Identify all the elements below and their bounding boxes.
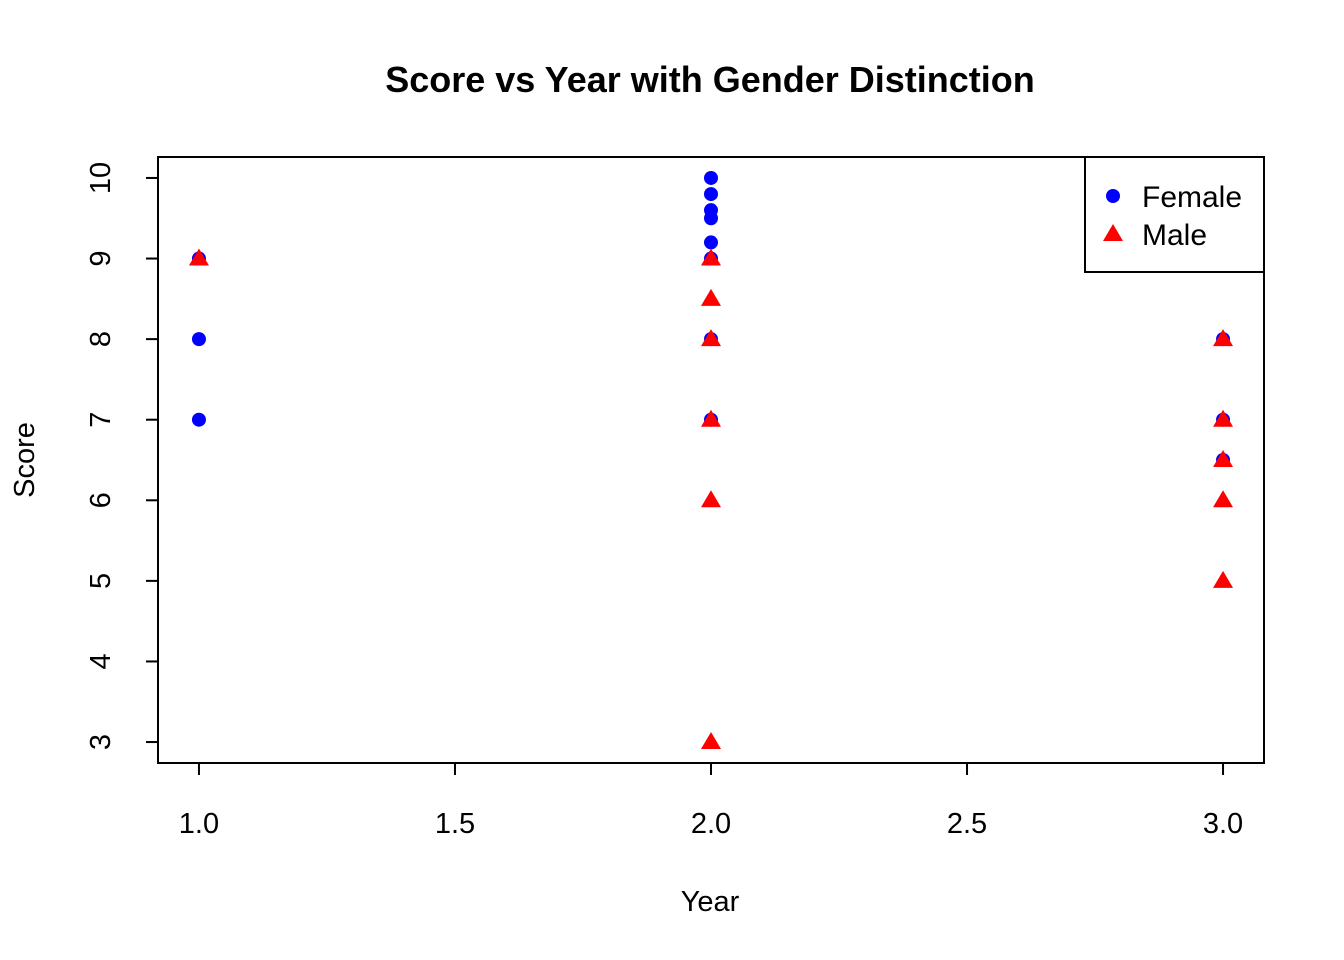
- y-tick-label: 9: [85, 250, 117, 266]
- x-tick-label: 1.0: [179, 808, 219, 840]
- legend-male-label: Male: [1142, 219, 1207, 252]
- female-point: [704, 235, 718, 250]
- y-tick-label: 10: [85, 162, 117, 194]
- y-tick-label: 7: [85, 412, 117, 428]
- male-point: [188, 248, 209, 266]
- y-tick-label: 5: [85, 573, 117, 589]
- x-axis: 1.0 1.5 2.0 2.5 3.0: [179, 762, 1243, 840]
- data-points: [188, 170, 1234, 750]
- y-tick-label: 4: [85, 653, 117, 669]
- male-point: [1213, 409, 1234, 427]
- male-point: [701, 490, 721, 508]
- y-tick-label: 8: [85, 331, 117, 347]
- male-point: [701, 409, 721, 427]
- legend-male-marker: [1103, 224, 1123, 241]
- male-point: [1213, 570, 1234, 588]
- male-point: [1213, 329, 1234, 347]
- female-point: [704, 211, 718, 226]
- female-point: [191, 332, 206, 347]
- male-point: [701, 329, 721, 347]
- male-point: [701, 248, 721, 266]
- y-tick-label: 3: [85, 734, 117, 750]
- x-tick-label: 2.5: [947, 808, 987, 840]
- x-tick-label: 2.0: [691, 808, 731, 840]
- x-tick-label: 3.0: [1203, 808, 1243, 840]
- legend: Female Male: [1084, 156, 1265, 273]
- y-tick-label: 6: [85, 492, 117, 508]
- y-axis-label: Score: [9, 422, 41, 498]
- female-point: [191, 412, 206, 427]
- x-axis-label: Year: [681, 886, 740, 918]
- legend-box: [1084, 156, 1265, 273]
- x-tick-label: 1.5: [435, 808, 475, 840]
- male-point: [701, 732, 721, 750]
- female-point: [704, 187, 718, 202]
- female-point: [704, 170, 718, 185]
- male-point: [1213, 490, 1234, 508]
- male-point: [1213, 450, 1234, 467]
- legend-female-marker: [1106, 189, 1120, 203]
- y-axis: 3 4 5 6 7 8 9 10: [85, 162, 159, 750]
- chart-title: Score vs Year with Gender Distinction: [385, 59, 1035, 100]
- male-point: [701, 288, 721, 306]
- legend-female-label: Female: [1142, 181, 1242, 214]
